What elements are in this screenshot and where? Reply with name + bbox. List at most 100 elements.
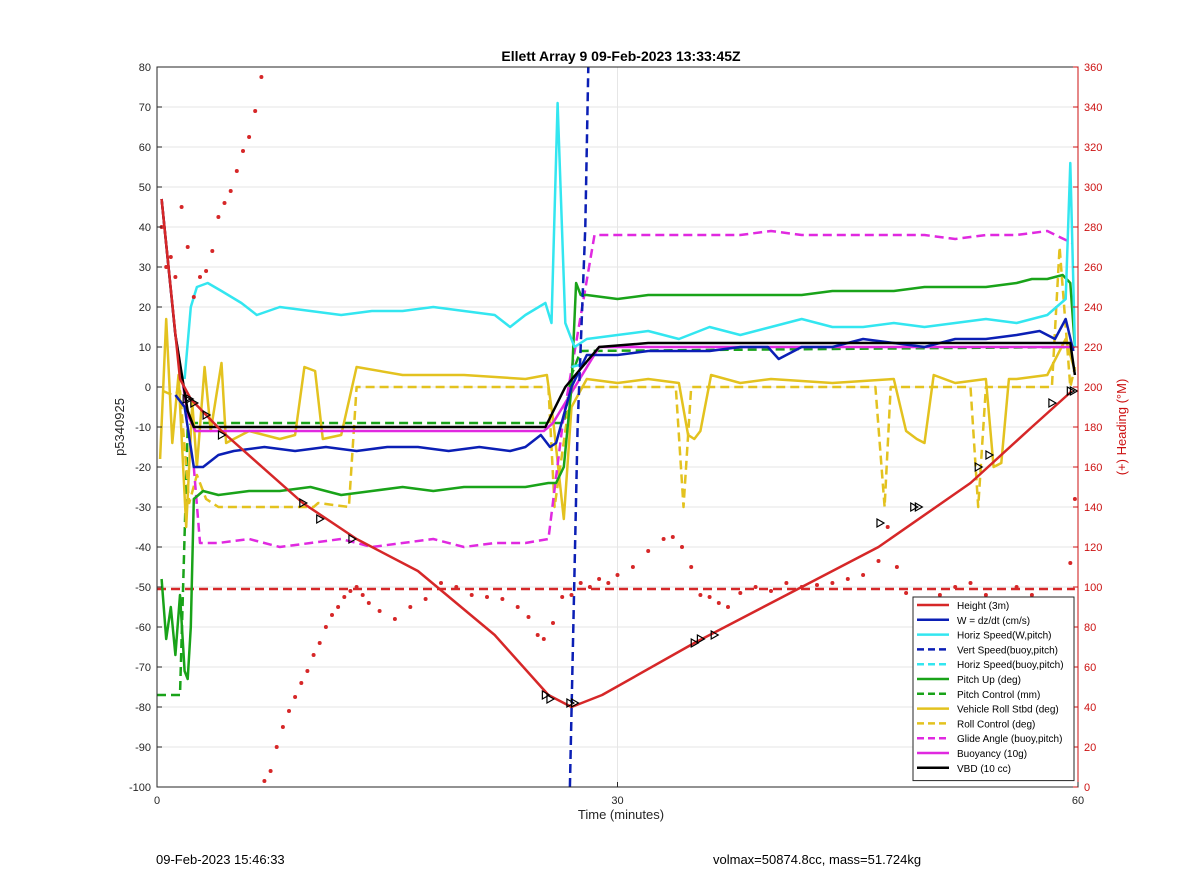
y-tick-label: 80: [139, 62, 151, 74]
y-tick-label: -50: [135, 582, 151, 594]
y-tick-label: -60: [135, 622, 151, 634]
y2-tick-label: 80: [1084, 622, 1096, 634]
heading-point: [526, 615, 531, 619]
heading-point: [569, 593, 574, 597]
y-tick-label: 50: [139, 182, 151, 194]
series-line: [162, 245, 1077, 509]
y-tick-label: 60: [139, 142, 151, 154]
y-tick-label: 10: [139, 342, 151, 354]
heading-point: [185, 245, 190, 249]
y2-tick-label: 240: [1084, 302, 1102, 314]
waypoint-marker: [299, 497, 309, 509]
y-tick-label: -20: [135, 462, 151, 474]
heading-point: [469, 593, 474, 597]
legend-label: Buoyancy (10g): [957, 749, 1027, 760]
series-line: [158, 317, 1077, 529]
x-axis-label: Time (minutes): [578, 807, 664, 822]
heading-point: [311, 653, 316, 657]
heading-point: [876, 559, 881, 563]
heading-point: [551, 621, 555, 625]
heading-point: [698, 593, 703, 597]
waypoint-marker: [910, 501, 919, 513]
y2-tick-label: 340: [1084, 102, 1102, 114]
waypoint-marker: [696, 633, 706, 645]
y-tick-label: -100: [129, 782, 151, 794]
y2-tick-label: 0: [1084, 782, 1090, 794]
legend-label: Roll Control (deg): [957, 719, 1035, 730]
waypoint-markers: [182, 385, 1079, 709]
left-y-axis: -100-90-80-70-60-50-40-30-20-10010203040…: [129, 62, 162, 794]
heading-point: [360, 593, 365, 597]
heading-point: [259, 75, 264, 79]
waypoint-marker: [217, 429, 227, 441]
waypoint-marker: [1069, 385, 1079, 397]
waypoint-marker: [690, 637, 700, 649]
heading-point: [330, 613, 334, 617]
heading-point: [164, 265, 169, 269]
waypoint-marker: [876, 517, 886, 529]
heading-point: [216, 215, 221, 219]
heading-point: [769, 589, 773, 593]
heading-point: [336, 605, 341, 609]
heading-points: [159, 75, 1077, 783]
heading-point: [615, 573, 620, 577]
heading-point: [861, 573, 866, 577]
heading-point: [830, 581, 835, 585]
x-tick-label: 0: [154, 795, 160, 807]
series-line: [157, 345, 1075, 697]
heading-point: [726, 605, 730, 609]
heading-point: [597, 577, 602, 581]
heading-point: [179, 205, 184, 209]
y2-tick-label: 300: [1084, 182, 1102, 194]
x-tick-label: 30: [611, 795, 623, 807]
heading-point: [268, 769, 273, 773]
heading-point: [274, 745, 279, 749]
heading-point: [500, 597, 505, 601]
heading-point: [305, 669, 310, 673]
heading-point: [1014, 585, 1019, 589]
heading-point: [234, 169, 239, 173]
heading-point: [560, 595, 565, 599]
heading-point: [198, 275, 202, 279]
heading-point: [799, 585, 804, 589]
legend-label: Pitch Up (deg): [957, 675, 1021, 686]
y2-tick-label: 320: [1084, 142, 1102, 154]
legend-label: Horiz Speed(W,pitch): [957, 631, 1051, 642]
y2-tick-label: 100: [1084, 582, 1102, 594]
footer-timestamp: 09-Feb-2023 15:46:33: [156, 852, 285, 867]
legend-label: Horiz Speed(buoy,pitch): [957, 660, 1064, 671]
waypoint-marker: [546, 693, 556, 705]
heading-point: [689, 565, 694, 569]
heading-point: [222, 201, 227, 205]
heading-point: [293, 695, 298, 699]
heading-point: [670, 535, 675, 539]
heading-point: [606, 581, 611, 585]
y2-tick-label: 220: [1084, 342, 1102, 354]
heading-point: [168, 255, 173, 259]
heading-point: [1072, 497, 1077, 501]
heading-point: [342, 595, 347, 599]
chart-title: Ellett Array 9 09-Feb-2023 13:33:45Z: [501, 48, 741, 64]
heading-point: [287, 709, 291, 713]
heading-point: [423, 597, 428, 601]
heading-point: [228, 189, 233, 193]
series-line: [160, 273, 1077, 681]
legend-label: W = dz/dt (cm/s): [957, 616, 1030, 627]
y2-tick-label: 140: [1084, 502, 1102, 514]
waypoint-marker: [202, 409, 212, 421]
legend-box: [912, 596, 1075, 782]
heading-point: [738, 591, 743, 595]
series-line: [160, 198, 1077, 429]
heading-point: [173, 275, 178, 279]
y2-tick-label: 260: [1084, 262, 1102, 274]
waypoint-marker: [914, 501, 924, 513]
heading-point: [535, 633, 540, 637]
heading-point: [904, 591, 909, 595]
waypoint-marker: [570, 697, 580, 709]
heading-point: [845, 577, 850, 581]
legend-label: Vert Speed(buoy,pitch): [957, 645, 1058, 656]
heading-point: [578, 581, 583, 585]
legend[interactable]: Height (3m) W = dz/dt (cm/s) Horiz Speed(W…: [912, 596, 1075, 782]
heading-point: [317, 641, 322, 645]
